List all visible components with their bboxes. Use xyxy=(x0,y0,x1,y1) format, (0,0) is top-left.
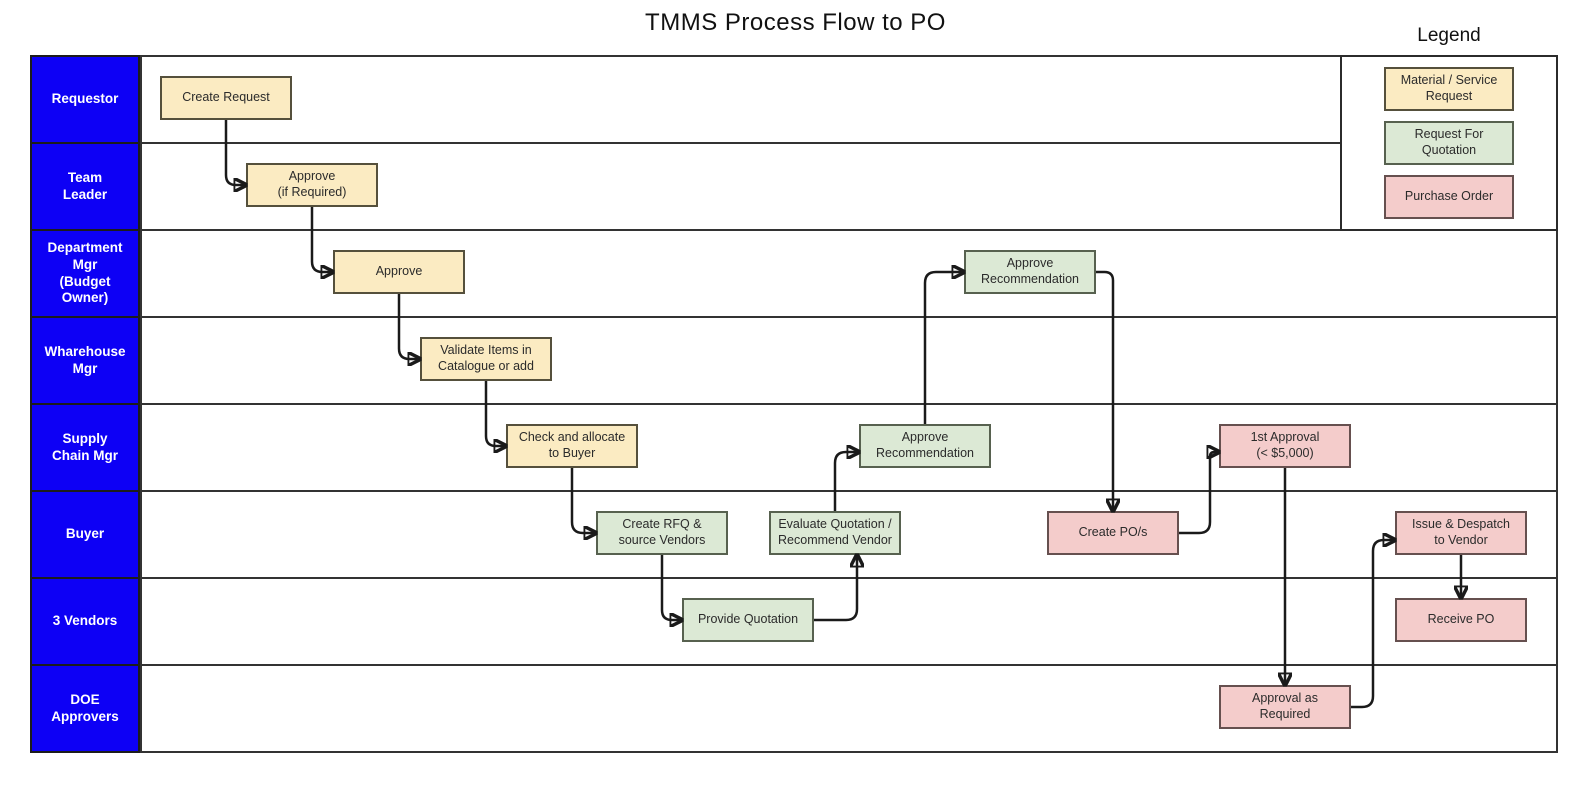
node-create-request: Create Request xyxy=(160,76,292,120)
lane-label-vendors: 3 Vendors xyxy=(30,577,140,666)
lane-label-team-leader: Team Leader xyxy=(30,142,140,231)
legend-item-purchase-order: Purchase Order xyxy=(1384,175,1514,219)
lane-label-buyer: Buyer xyxy=(30,490,140,579)
node-evaluate-quotation: Evaluate Quotation / Recommend Vendor xyxy=(769,511,901,555)
node-create-po: Create PO/s xyxy=(1047,511,1179,555)
lane-row-vendors xyxy=(140,577,1558,666)
node-validate-items: Validate Items in Catalogue or add xyxy=(420,337,552,381)
node-approve: Approve xyxy=(333,250,465,294)
node-provide-quotation: Provide Quotation xyxy=(682,598,814,642)
lane-row-wharehouse-mgr xyxy=(140,316,1558,405)
node-approve-recommendation-supply: Approve Recommendation xyxy=(859,424,991,468)
lane-label-department-mgr: Department Mgr (Budget Owner) xyxy=(30,229,140,318)
lane-row-requestor xyxy=(140,55,1558,144)
lane-label-wharehouse-mgr: Wharehouse Mgr xyxy=(30,316,140,405)
node-approve-if-required: Approve (if Required) xyxy=(246,163,378,207)
lane-label-doe-approvers: DOE Approvers xyxy=(30,664,140,753)
node-check-allocate: Check and allocate to Buyer xyxy=(506,424,638,468)
node-receive-po: Receive PO xyxy=(1395,598,1527,642)
legend-item-request-for-quotation: Request For Quotation xyxy=(1384,121,1514,165)
page-title: TMMS Process Flow to PO xyxy=(645,9,946,36)
node-approval-as-required: Approval as Required xyxy=(1219,685,1351,729)
legend-box: Material / Service Request Request For Qu… xyxy=(1340,55,1558,231)
node-first-approval: 1st Approval (< $5,000) xyxy=(1219,424,1351,468)
node-issue-despatch: Issue & Despatch to Vendor xyxy=(1395,511,1527,555)
node-approve-recommendation-dept: Approve Recommendation xyxy=(964,250,1096,294)
lane-label-requestor: Requestor xyxy=(30,55,140,144)
legend-item-material-service-request: Material / Service Request xyxy=(1384,67,1514,111)
node-create-rfq: Create RFQ & source Vendors xyxy=(596,511,728,555)
legend-heading: Legend xyxy=(1417,25,1481,46)
lane-label-supply-chain-mgr: Supply Chain Mgr xyxy=(30,403,140,492)
